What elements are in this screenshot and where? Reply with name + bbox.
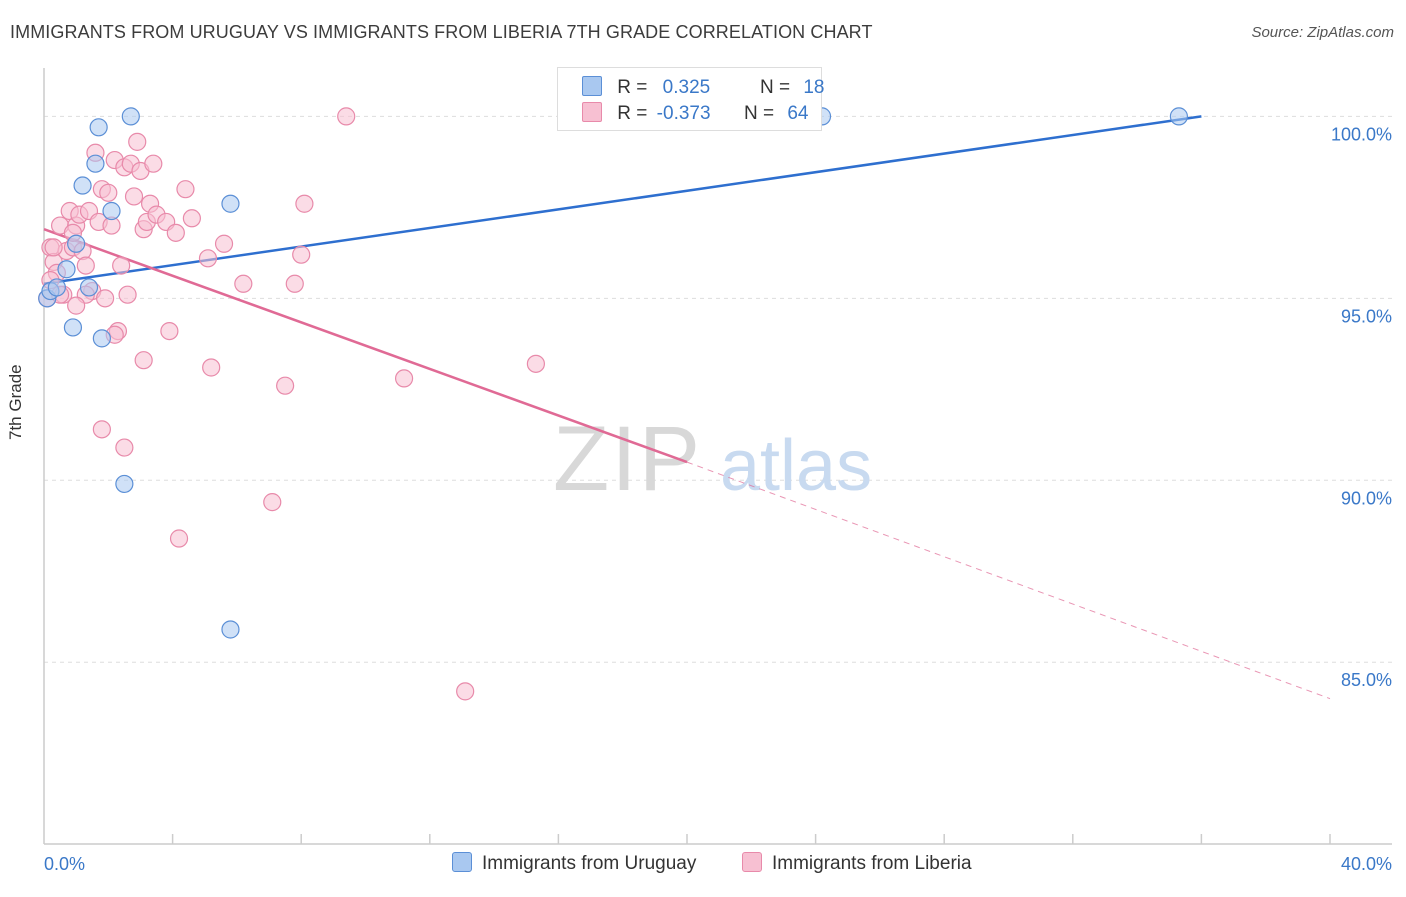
liberia-point (394, 369, 414, 388)
liberia-trend-line (43, 228, 688, 464)
liberia-point (456, 682, 475, 701)
bottom-legend-label: Immigrants from Uruguay (482, 853, 697, 874)
uruguay-trend-line (43, 115, 1202, 286)
legend-n-value: 18 (803, 77, 825, 98)
liberia-point (128, 132, 147, 151)
liberia-point (198, 249, 218, 268)
legend-n-value: 64 (787, 103, 809, 124)
legend-n-label: N = (743, 103, 775, 124)
liberia-point (169, 529, 189, 548)
uruguay-point (221, 620, 240, 639)
liberia-point (76, 256, 95, 275)
bottom-legend-label: Immigrants from Liberia (772, 853, 972, 874)
liberia-point (263, 493, 282, 512)
uruguay-point (102, 201, 121, 221)
bottom-legend-uruguay: Immigrants from Uruguay (452, 852, 696, 875)
legend-r-label: R = (617, 103, 648, 124)
legend-r-label: R = (617, 77, 648, 98)
liberia-point (292, 245, 311, 264)
liberia-point (182, 209, 201, 228)
y-tick-label: 90.0% (1341, 488, 1392, 508)
y-tick-labels: 85.0% 90.0% 95.0% 100.0% (1331, 124, 1392, 690)
liberia-point (95, 289, 115, 308)
source-label: Source: ZipAtlas.com (1251, 24, 1394, 41)
bottom-legend-liberia: Immigrants from Liberia (742, 852, 972, 875)
liberia-point (160, 321, 179, 341)
liberia-swatch-icon (582, 102, 602, 122)
uruguay-swatch-icon (582, 76, 602, 96)
uruguay-legend-icon (452, 852, 472, 872)
uruguay-point (86, 154, 105, 173)
uruguay-point (1169, 107, 1188, 126)
liberia-point (44, 238, 63, 257)
legend-r-value: 0.325 (662, 77, 711, 98)
y-tick-label: 85.0% (1341, 670, 1392, 690)
legend-row-uruguay: R = 0.325 N = 18 (582, 76, 824, 102)
liberia-point (67, 296, 86, 315)
uruguay-point (221, 194, 240, 213)
liberia-point (166, 223, 185, 242)
legend-r-value: -0.373 (656, 103, 711, 124)
liberia-legend-icon (742, 852, 762, 872)
liberia-point (92, 420, 111, 439)
liberia-point (234, 274, 253, 293)
points-layer (38, 107, 1188, 701)
uruguay-point (89, 118, 108, 137)
y-tick-label: 95.0% (1341, 306, 1392, 326)
liberia-point (337, 107, 356, 126)
liberia-point (176, 180, 195, 199)
watermark-atlas: atlas (720, 426, 872, 506)
stats-legend: R = 0.325 N = 18 R = -0.373 N = 64 (557, 67, 824, 131)
liberia-point (214, 234, 234, 253)
liberia-point (118, 285, 137, 304)
liberia-point (295, 194, 314, 213)
uruguay-point (92, 329, 111, 348)
liberia-point (285, 274, 304, 293)
liberia-point (202, 358, 221, 377)
x-tick-label-max: 40.0% (1341, 854, 1392, 874)
liberia-point (112, 256, 131, 275)
uruguay-point (73, 176, 92, 195)
liberia-point (276, 376, 295, 395)
legend-n-label: N = (759, 77, 791, 98)
uruguay-point (57, 260, 76, 279)
liberia-point (115, 438, 134, 457)
axes (43, 68, 1392, 845)
liberia-point (124, 187, 144, 206)
legend-row-liberia: R = -0.373 N = 64 (582, 102, 808, 128)
x-tick-label-min: 0.0% (44, 854, 85, 874)
liberia-point (526, 354, 545, 373)
uruguay-point (67, 234, 86, 253)
uruguay-point (63, 318, 83, 337)
uruguay-point (47, 278, 66, 297)
liberia-point (99, 183, 118, 202)
liberia-point (144, 154, 163, 173)
gridlines (44, 115, 1392, 663)
uruguay-point (115, 474, 134, 494)
trend-lines (43, 115, 1331, 700)
y-tick-label: 100.0% (1331, 124, 1392, 144)
liberia-point (134, 351, 153, 370)
chart-title: IMMIGRANTS FROM URUGUAY VS IMMIGRANTS FR… (10, 22, 873, 42)
uruguay-point (121, 107, 140, 126)
liberia-trend-extension (686, 461, 1331, 700)
uruguay-point (79, 278, 99, 297)
